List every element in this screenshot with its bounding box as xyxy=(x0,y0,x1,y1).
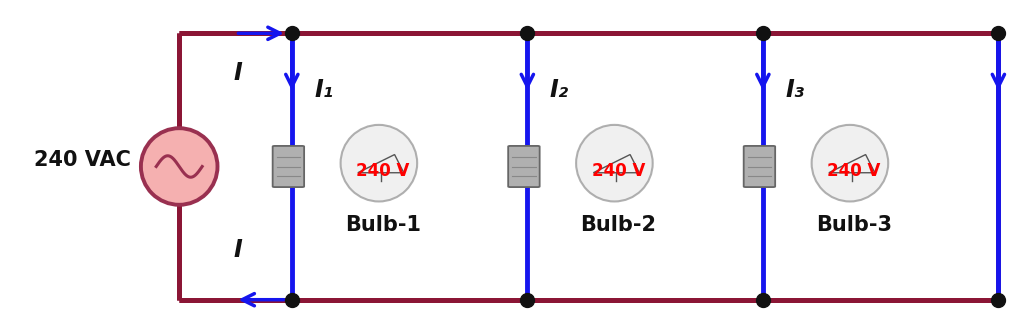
Text: I₁: I₁ xyxy=(314,78,334,102)
Text: 240 V: 240 V xyxy=(592,162,645,180)
Ellipse shape xyxy=(812,125,888,201)
Text: 240 V: 240 V xyxy=(356,162,410,180)
Ellipse shape xyxy=(341,125,417,201)
Text: 240 VAC: 240 VAC xyxy=(34,150,131,170)
Text: Bulb-3: Bulb-3 xyxy=(816,215,892,235)
Text: I₂: I₂ xyxy=(550,78,569,102)
FancyBboxPatch shape xyxy=(743,146,775,187)
Text: Bulb-2: Bulb-2 xyxy=(581,215,656,235)
FancyBboxPatch shape xyxy=(508,146,540,187)
Text: I: I xyxy=(233,238,242,262)
Text: 240 V: 240 V xyxy=(827,162,881,180)
Ellipse shape xyxy=(577,125,652,201)
Ellipse shape xyxy=(141,128,217,205)
Text: Bulb-1: Bulb-1 xyxy=(345,215,421,235)
Text: I: I xyxy=(233,61,242,85)
Text: I₃: I₃ xyxy=(785,78,805,102)
FancyBboxPatch shape xyxy=(272,146,304,187)
